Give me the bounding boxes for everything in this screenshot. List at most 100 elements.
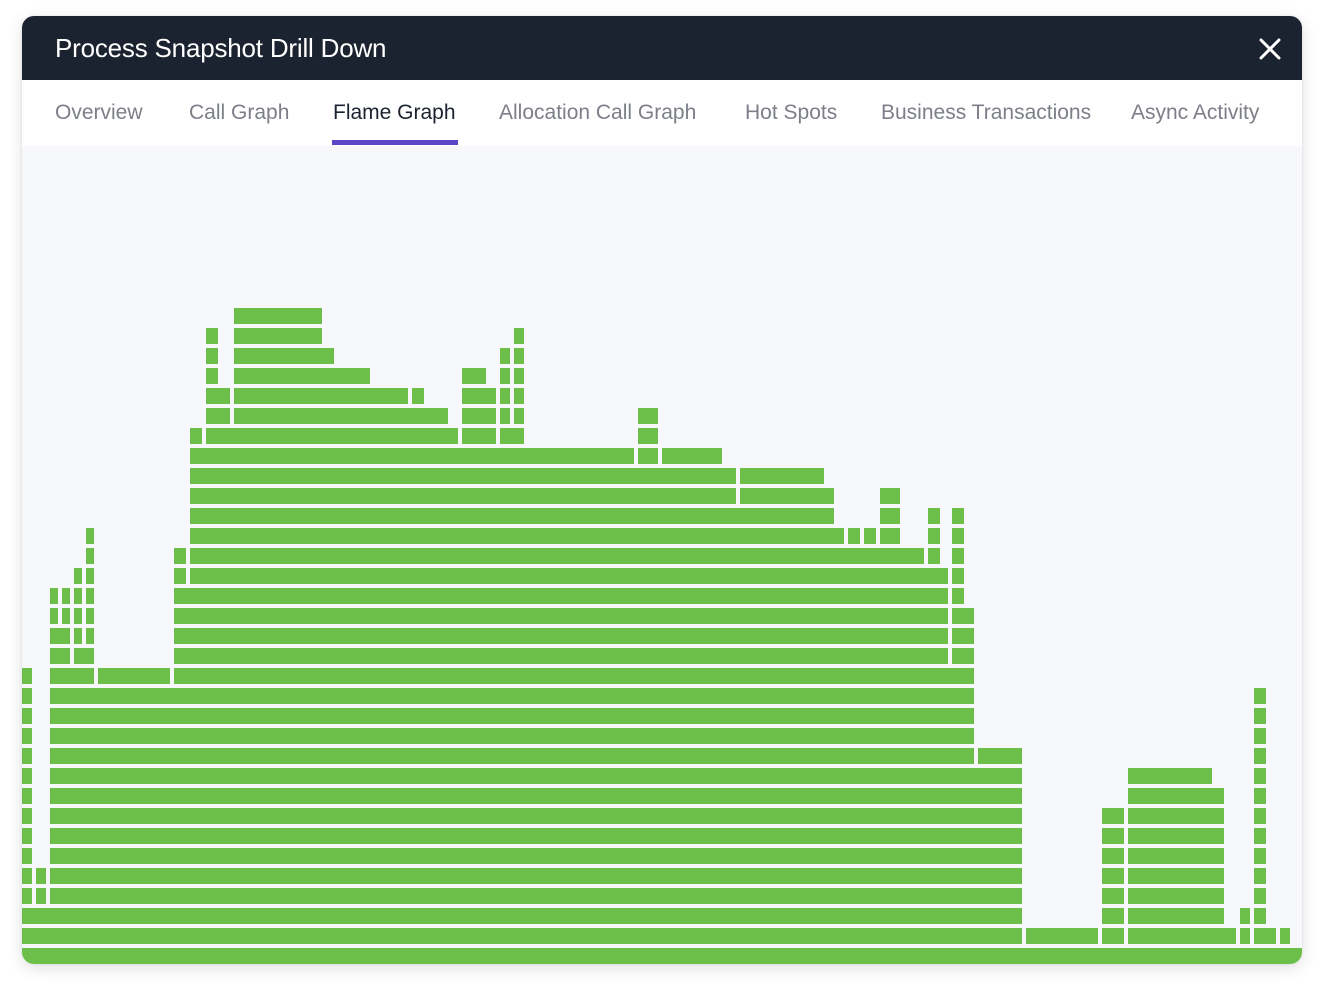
flame-frame[interactable] bbox=[638, 428, 658, 444]
flame-frame[interactable] bbox=[928, 508, 940, 524]
tab-call-graph[interactable]: Call Graph bbox=[189, 101, 290, 124]
flame-frame[interactable] bbox=[190, 488, 736, 504]
flame-frame[interactable] bbox=[1128, 908, 1224, 924]
flame-frame[interactable] bbox=[50, 608, 58, 624]
flame-frame[interactable] bbox=[1128, 788, 1224, 804]
flame-frame[interactable] bbox=[22, 788, 32, 804]
flame-frame[interactable] bbox=[174, 668, 974, 684]
flame-frame[interactable] bbox=[500, 388, 510, 404]
flame-frame[interactable] bbox=[174, 648, 948, 664]
flame-frame[interactable] bbox=[50, 688, 974, 704]
tab-flame-graph[interactable]: Flame Graph bbox=[333, 101, 456, 124]
flame-frame[interactable] bbox=[234, 408, 448, 424]
flame-frame[interactable] bbox=[1254, 908, 1266, 924]
flame-frame[interactable] bbox=[50, 868, 1022, 884]
flame-frame[interactable] bbox=[50, 668, 94, 684]
flame-frame[interactable] bbox=[638, 448, 658, 464]
flame-frame[interactable] bbox=[50, 588, 58, 604]
flame-frame[interactable] bbox=[50, 788, 1022, 804]
flame-frame[interactable] bbox=[190, 448, 634, 464]
flame-frame[interactable] bbox=[514, 348, 524, 364]
flame-frame[interactable] bbox=[22, 688, 32, 704]
flame-frame[interactable] bbox=[50, 708, 974, 724]
flame-frame[interactable] bbox=[50, 768, 1022, 784]
flame-frame[interactable] bbox=[740, 488, 834, 504]
flame-frame[interactable] bbox=[190, 548, 924, 564]
flame-frame[interactable] bbox=[174, 548, 186, 564]
flame-frame[interactable] bbox=[206, 368, 218, 384]
flame-frame[interactable] bbox=[1254, 808, 1266, 824]
flame-frame[interactable] bbox=[952, 628, 974, 644]
flame-frame[interactable] bbox=[22, 708, 32, 724]
flame-frame[interactable] bbox=[1102, 868, 1124, 884]
flame-frame[interactable] bbox=[1254, 768, 1266, 784]
flame-frame[interactable] bbox=[1254, 748, 1266, 764]
flame-frame[interactable] bbox=[50, 648, 70, 664]
flame-frame[interactable] bbox=[22, 928, 1022, 944]
flame-frame[interactable] bbox=[462, 388, 496, 404]
close-button[interactable] bbox=[1254, 33, 1286, 65]
flame-frame[interactable] bbox=[880, 488, 900, 504]
flame-frame[interactable] bbox=[1102, 828, 1124, 844]
flame-frame[interactable] bbox=[174, 588, 948, 604]
flame-frame[interactable] bbox=[1128, 768, 1212, 784]
flame-frame[interactable] bbox=[50, 848, 1022, 864]
flame-frame[interactable] bbox=[86, 548, 94, 564]
flame-frame[interactable] bbox=[500, 368, 510, 384]
flame-frame[interactable] bbox=[500, 408, 510, 424]
flame-frame[interactable] bbox=[928, 528, 940, 544]
flame-frame[interactable] bbox=[174, 608, 948, 624]
flame-frame[interactable] bbox=[234, 368, 370, 384]
flame-frame[interactable] bbox=[848, 528, 860, 544]
flame-frame[interactable] bbox=[22, 908, 1022, 924]
flame-frame[interactable] bbox=[1102, 808, 1124, 824]
flame-frame[interactable] bbox=[880, 528, 900, 544]
flame-frame[interactable] bbox=[22, 888, 32, 904]
flame-frame[interactable] bbox=[1254, 788, 1266, 804]
flame-frame[interactable] bbox=[1254, 928, 1276, 944]
flame-frame[interactable] bbox=[234, 348, 334, 364]
flame-frame[interactable] bbox=[1254, 828, 1266, 844]
flame-frame[interactable] bbox=[1026, 928, 1098, 944]
flame-frame[interactable] bbox=[190, 568, 948, 584]
flame-frame[interactable] bbox=[500, 428, 524, 444]
flame-frame[interactable] bbox=[50, 828, 1022, 844]
flame-frame[interactable] bbox=[928, 548, 940, 564]
flame-frame[interactable] bbox=[36, 868, 46, 884]
tab-async-activity[interactable]: Async Activity bbox=[1131, 101, 1260, 124]
flame-frame[interactable] bbox=[1128, 868, 1224, 884]
flame-frame[interactable] bbox=[36, 888, 46, 904]
flame-frame[interactable] bbox=[22, 828, 32, 844]
flame-frame[interactable] bbox=[86, 608, 94, 624]
flame-frame[interactable] bbox=[514, 328, 524, 344]
flame-frame[interactable] bbox=[1102, 928, 1124, 944]
flame-frame[interactable] bbox=[864, 528, 876, 544]
flame-frame[interactable] bbox=[1102, 848, 1124, 864]
flame-frame[interactable] bbox=[1280, 928, 1290, 944]
flame-frame[interactable] bbox=[1102, 908, 1124, 924]
flame-frame[interactable] bbox=[500, 348, 510, 364]
flame-frame[interactable] bbox=[1128, 808, 1224, 824]
flame-frame[interactable] bbox=[952, 588, 964, 604]
flame-frame[interactable] bbox=[50, 728, 974, 744]
flame-frame[interactable] bbox=[1254, 708, 1266, 724]
flame-frame[interactable] bbox=[190, 428, 202, 444]
flame-frame[interactable] bbox=[174, 568, 186, 584]
tab-overview[interactable]: Overview bbox=[55, 101, 143, 124]
flame-frame[interactable] bbox=[190, 508, 834, 524]
flame-frame[interactable] bbox=[86, 588, 94, 604]
flame-frame[interactable] bbox=[1128, 828, 1224, 844]
flame-frame[interactable] bbox=[206, 388, 230, 404]
flame-frame[interactable] bbox=[62, 588, 70, 604]
tab-business-transactions[interactable]: Business Transactions bbox=[881, 101, 1092, 124]
flame-frame[interactable] bbox=[952, 648, 974, 664]
flame-frame[interactable] bbox=[22, 808, 32, 824]
flame-frame[interactable] bbox=[22, 668, 32, 684]
flame-frame[interactable] bbox=[952, 548, 964, 564]
flame-frame[interactable] bbox=[50, 748, 974, 764]
flame-frame[interactable] bbox=[412, 388, 424, 404]
flame-frame[interactable] bbox=[462, 428, 496, 444]
flame-frame[interactable] bbox=[978, 748, 1022, 764]
flame-frame[interactable] bbox=[22, 728, 32, 744]
flame-frame[interactable] bbox=[1102, 888, 1124, 904]
